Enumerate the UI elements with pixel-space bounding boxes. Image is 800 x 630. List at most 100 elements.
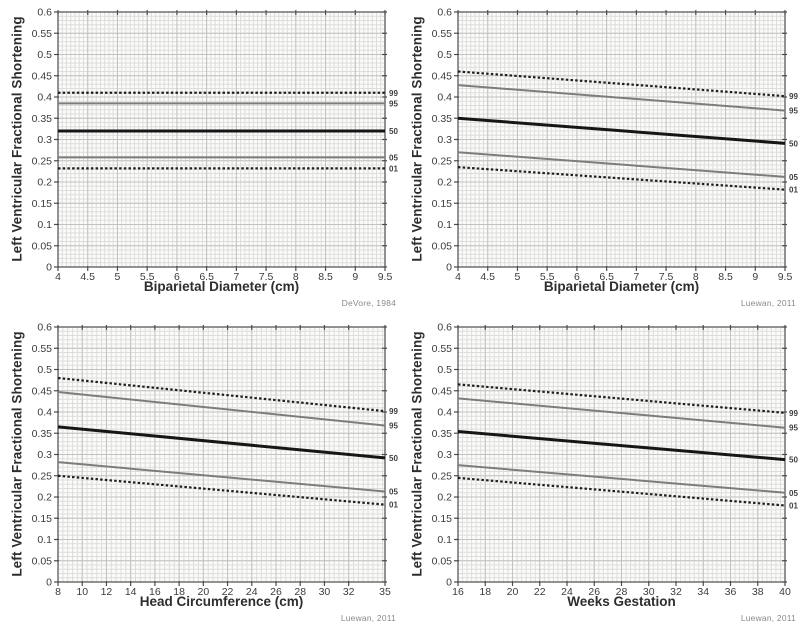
y-tick-label: 0.2 <box>37 177 52 189</box>
source-citation: Luewan, 2011 <box>740 613 796 623</box>
x-tick-label: 10 <box>76 586 88 598</box>
chart-panel-bpd-luewan: 4 4.5 5 5.5 6 6.5 7 7.5 8 8.5 9 9.5 0 0.05 0.1 0.15 0.2 0… <box>400 0 800 315</box>
series-line-95 <box>57 391 386 427</box>
x-tick-label: 9 <box>352 271 358 283</box>
percentile-label-01: 01 <box>389 164 398 173</box>
chart-panel-weeks-gestation: 16 18 20 22 24 26 28 30 32 34 36 38 40 0 0.05 0.1 0.15 0.… <box>400 315 800 630</box>
x-tick-label: 8 <box>293 271 299 283</box>
series-line-01 <box>57 474 386 506</box>
y-tick-label: 0.1 <box>437 219 452 231</box>
y-tick-label: 0.5 <box>437 364 452 376</box>
x-tick-label: 40 <box>779 586 791 598</box>
y-tick-label: 0.5 <box>37 49 52 61</box>
chart-canvas: 4 4.5 5 5.5 6 6.5 7 7.5 8 8.5 9 9.5 0 0.05 0.1 0.15 0.2 0… <box>432 7 799 284</box>
y-tick-label: 0.3 <box>37 449 52 461</box>
x-axis-title: Biparietal Diameter (cm) <box>143 279 300 294</box>
y-tick-label: 0.25 <box>32 155 53 167</box>
x-tick-label: 22 <box>222 586 234 598</box>
x-tick-label: 26 <box>270 586 282 598</box>
y-tick-label: 0.25 <box>432 155 453 167</box>
percentile-label-99: 99 <box>389 89 398 98</box>
y-tick-label: 0.25 <box>432 470 453 482</box>
y-axis-title: Left Ventricular Fractional Shortening <box>9 331 25 577</box>
y-tick-label: 0.35 <box>432 113 453 125</box>
x-tick-label: 30 <box>319 586 331 598</box>
chart-canvas: 4 4.5 5 5.5 6 6.5 7 7.5 8 8.5 9 9.5 0 0.05 0.1 0.15 0.2 0… <box>32 7 399 284</box>
y-tick-label: 0.45 <box>432 385 453 397</box>
x-tick-label: 8.5 <box>718 271 733 283</box>
y-tick-label: 0.45 <box>432 70 453 82</box>
y-tick-label: 0.4 <box>437 407 452 419</box>
chart-canvas: 16 18 20 22 24 26 28 30 32 34 36 38 40 0 0.05 0.1 0.15 0.… <box>432 322 799 599</box>
y-tick-label: 0.3 <box>37 134 52 146</box>
y-tick-label: 0.6 <box>437 322 452 334</box>
x-tick-label: 6 <box>174 271 180 283</box>
y-tick-label: 0.55 <box>32 28 53 40</box>
y-tick-label: 0.55 <box>432 343 453 355</box>
percentile-label-95: 95 <box>789 424 798 433</box>
x-tick-label: 9.5 <box>378 271 393 283</box>
x-tick-label: 16 <box>452 586 464 598</box>
x-axis-title: Biparietal Diameter (cm) <box>543 279 700 294</box>
y-tick-label: 0.2 <box>437 492 452 504</box>
y-tick-label: 0.35 <box>32 428 53 440</box>
y-tick-label: 0 <box>446 577 452 589</box>
x-tick-label: 36 <box>725 586 737 598</box>
y-tick-label: 0.6 <box>37 322 52 334</box>
source-citation: DeVore, 1984 <box>341 298 396 308</box>
x-tick-label: 7.5 <box>659 271 674 283</box>
x-tick-label: 8 <box>55 586 61 598</box>
series-line-05 <box>57 461 386 493</box>
series-line-95 <box>457 397 786 429</box>
series-line-99 <box>457 70 786 98</box>
x-tick-label: 20 <box>197 586 209 598</box>
percentile-label-95: 95 <box>389 99 398 108</box>
y-tick-label: 0.45 <box>32 70 53 82</box>
percentile-label-01: 01 <box>389 501 398 510</box>
y-tick-label: 0.4 <box>37 92 52 104</box>
y-tick-label: 0.15 <box>432 198 453 210</box>
y-tick-label: 0.55 <box>432 28 453 40</box>
y-tick-label: 0.05 <box>432 240 453 252</box>
percentile-label-99: 99 <box>789 92 798 101</box>
y-tick-label: 0 <box>46 577 52 589</box>
x-tick-label: 9 <box>752 271 758 283</box>
y-tick-label: 0.2 <box>437 177 452 189</box>
percentile-label-01: 01 <box>789 502 798 511</box>
y-tick-label: 0.1 <box>37 219 52 231</box>
x-tick-label: 8 <box>693 271 699 283</box>
series-line-01 <box>457 166 786 191</box>
y-tick-label: 0.3 <box>437 134 452 146</box>
series-line-50 <box>457 116 786 145</box>
y-tick-label: 0.25 <box>32 470 53 482</box>
x-tick-label: 20 <box>507 586 519 598</box>
y-tick-label: 0.05 <box>432 555 453 567</box>
percentile-label-50: 50 <box>389 127 398 136</box>
x-tick-label: 38 <box>752 586 764 598</box>
x-tick-label: 5 <box>515 271 521 283</box>
chart-panel-head-circumference: 8 10 12 14 16 18 20 22 24 26 28 30 32 35 0 0.05 0.1 0.15 0… <box>0 315 400 630</box>
y-tick-label: 0.2 <box>37 492 52 504</box>
series-line-95 <box>457 84 786 112</box>
x-tick-label: 28 <box>616 586 628 598</box>
percentile-label-05: 05 <box>389 487 398 496</box>
x-tick-label: 12 <box>101 586 113 598</box>
percentile-label-50: 50 <box>789 139 798 148</box>
x-tick-label: 6.5 <box>599 271 614 283</box>
x-tick-label: 8.5 <box>318 271 333 283</box>
x-tick-label: 18 <box>479 586 491 598</box>
series-line-99 <box>457 383 786 414</box>
percentile-label-99: 99 <box>389 407 398 416</box>
y-tick-label: 0.1 <box>437 534 452 546</box>
y-tick-label: 0.4 <box>37 407 52 419</box>
x-tick-label: 14 <box>125 586 137 598</box>
x-tick-label: 24 <box>246 586 258 598</box>
y-tick-label: 0.1 <box>37 534 52 546</box>
x-tick-label: 16 <box>149 586 161 598</box>
x-tick-label: 32 <box>670 586 682 598</box>
x-tick-label: 34 <box>697 586 709 598</box>
x-tick-label: 35 <box>379 586 391 598</box>
percentile-label-05: 05 <box>389 153 398 162</box>
chart-panel-bpd-devore: 4 4.5 5 5.5 6 6.5 7 7.5 8 8.5 9 9.5 0 0.05 0.1 0.15 0.2 0… <box>0 0 400 315</box>
